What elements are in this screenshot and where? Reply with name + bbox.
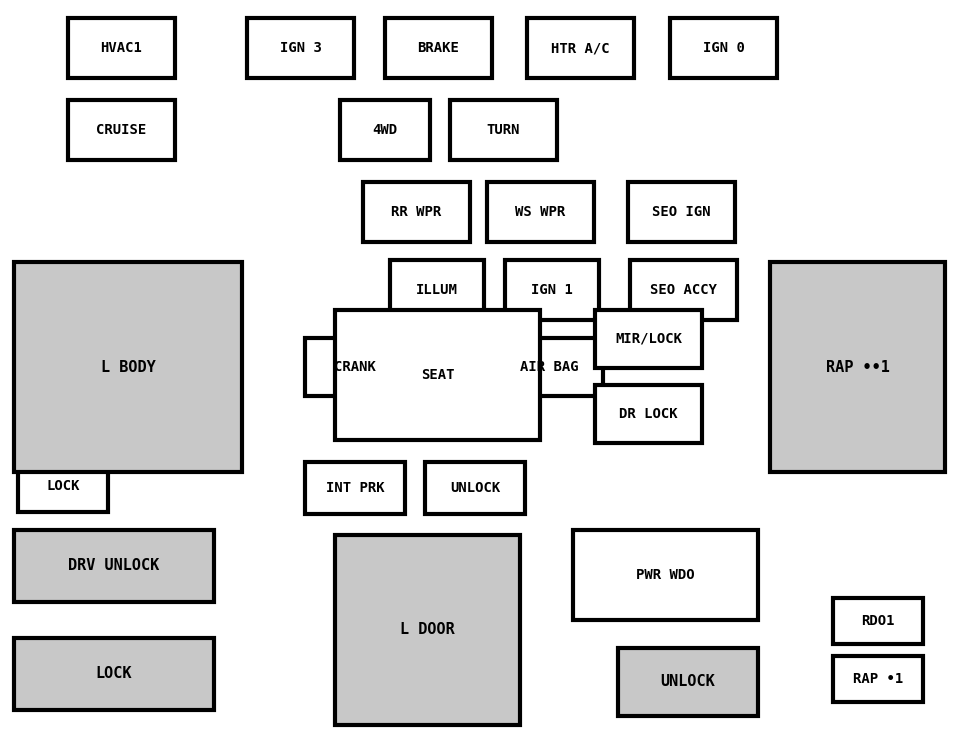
Bar	[832, 656, 922, 702]
Text: SEO ACCY: SEO ACCY	[650, 283, 716, 297]
Text: L DOOR: L DOOR	[400, 623, 455, 638]
Text: UNLOCK: UNLOCK	[660, 675, 715, 690]
Text: CRUISE: CRUISE	[96, 123, 146, 137]
Text: UNLOCK: UNLOCK	[450, 481, 500, 495]
Bar	[527, 18, 633, 78]
Bar	[595, 310, 702, 368]
Text: LOCK: LOCK	[96, 667, 132, 682]
Bar	[362, 182, 470, 242]
Bar	[389, 260, 483, 320]
Bar	[339, 100, 430, 160]
Bar	[628, 182, 734, 242]
Text: RR WPR: RR WPR	[391, 205, 441, 219]
Text: HTR A/C: HTR A/C	[551, 41, 609, 55]
Bar	[14, 638, 213, 710]
Bar	[573, 530, 757, 620]
Text: IGN 3: IGN 3	[280, 41, 321, 55]
Bar	[18, 460, 108, 512]
Text: 4WD: 4WD	[372, 123, 397, 137]
Text: HVAC1: HVAC1	[101, 41, 142, 55]
Text: SEO IGN: SEO IGN	[652, 205, 710, 219]
Text: RAP •1: RAP •1	[852, 672, 902, 686]
Bar	[505, 260, 599, 320]
Text: PWR WDO: PWR WDO	[635, 568, 694, 582]
Text: SEAT: SEAT	[420, 368, 454, 382]
Text: AIR BAG: AIR BAG	[520, 360, 579, 374]
Bar	[14, 530, 213, 602]
Bar	[305, 462, 405, 514]
Text: LOCK: LOCK	[46, 479, 80, 493]
Text: CRANK: CRANK	[333, 360, 376, 374]
Bar	[247, 18, 354, 78]
Text: BRAKE: BRAKE	[417, 41, 459, 55]
Text: RAP ••1: RAP ••1	[825, 359, 889, 374]
Text: IGN 1: IGN 1	[530, 283, 573, 297]
Text: RDO1: RDO1	[860, 614, 894, 628]
Bar	[486, 182, 593, 242]
Bar	[68, 18, 175, 78]
Bar	[629, 260, 736, 320]
Bar	[496, 338, 603, 396]
Text: TURN: TURN	[486, 123, 520, 137]
Bar	[14, 262, 242, 472]
Bar	[68, 100, 175, 160]
Text: L BODY: L BODY	[101, 359, 156, 374]
Text: MIR/LOCK: MIR/LOCK	[614, 332, 681, 346]
Bar	[617, 648, 757, 716]
Bar	[669, 18, 776, 78]
Bar	[305, 338, 405, 396]
Bar	[425, 462, 525, 514]
Text: INT PRK: INT PRK	[326, 481, 383, 495]
Text: DR LOCK: DR LOCK	[619, 407, 678, 421]
Bar	[384, 18, 491, 78]
Bar	[334, 310, 539, 440]
Bar	[769, 262, 944, 472]
Text: ILLUM: ILLUM	[415, 283, 457, 297]
Bar	[595, 385, 702, 443]
Text: DRV UNLOCK: DRV UNLOCK	[68, 559, 160, 574]
Text: WS WPR: WS WPR	[515, 205, 565, 219]
Bar	[450, 100, 556, 160]
Text: IGN 0: IGN 0	[702, 41, 744, 55]
Bar	[832, 598, 922, 644]
Bar	[334, 535, 520, 725]
